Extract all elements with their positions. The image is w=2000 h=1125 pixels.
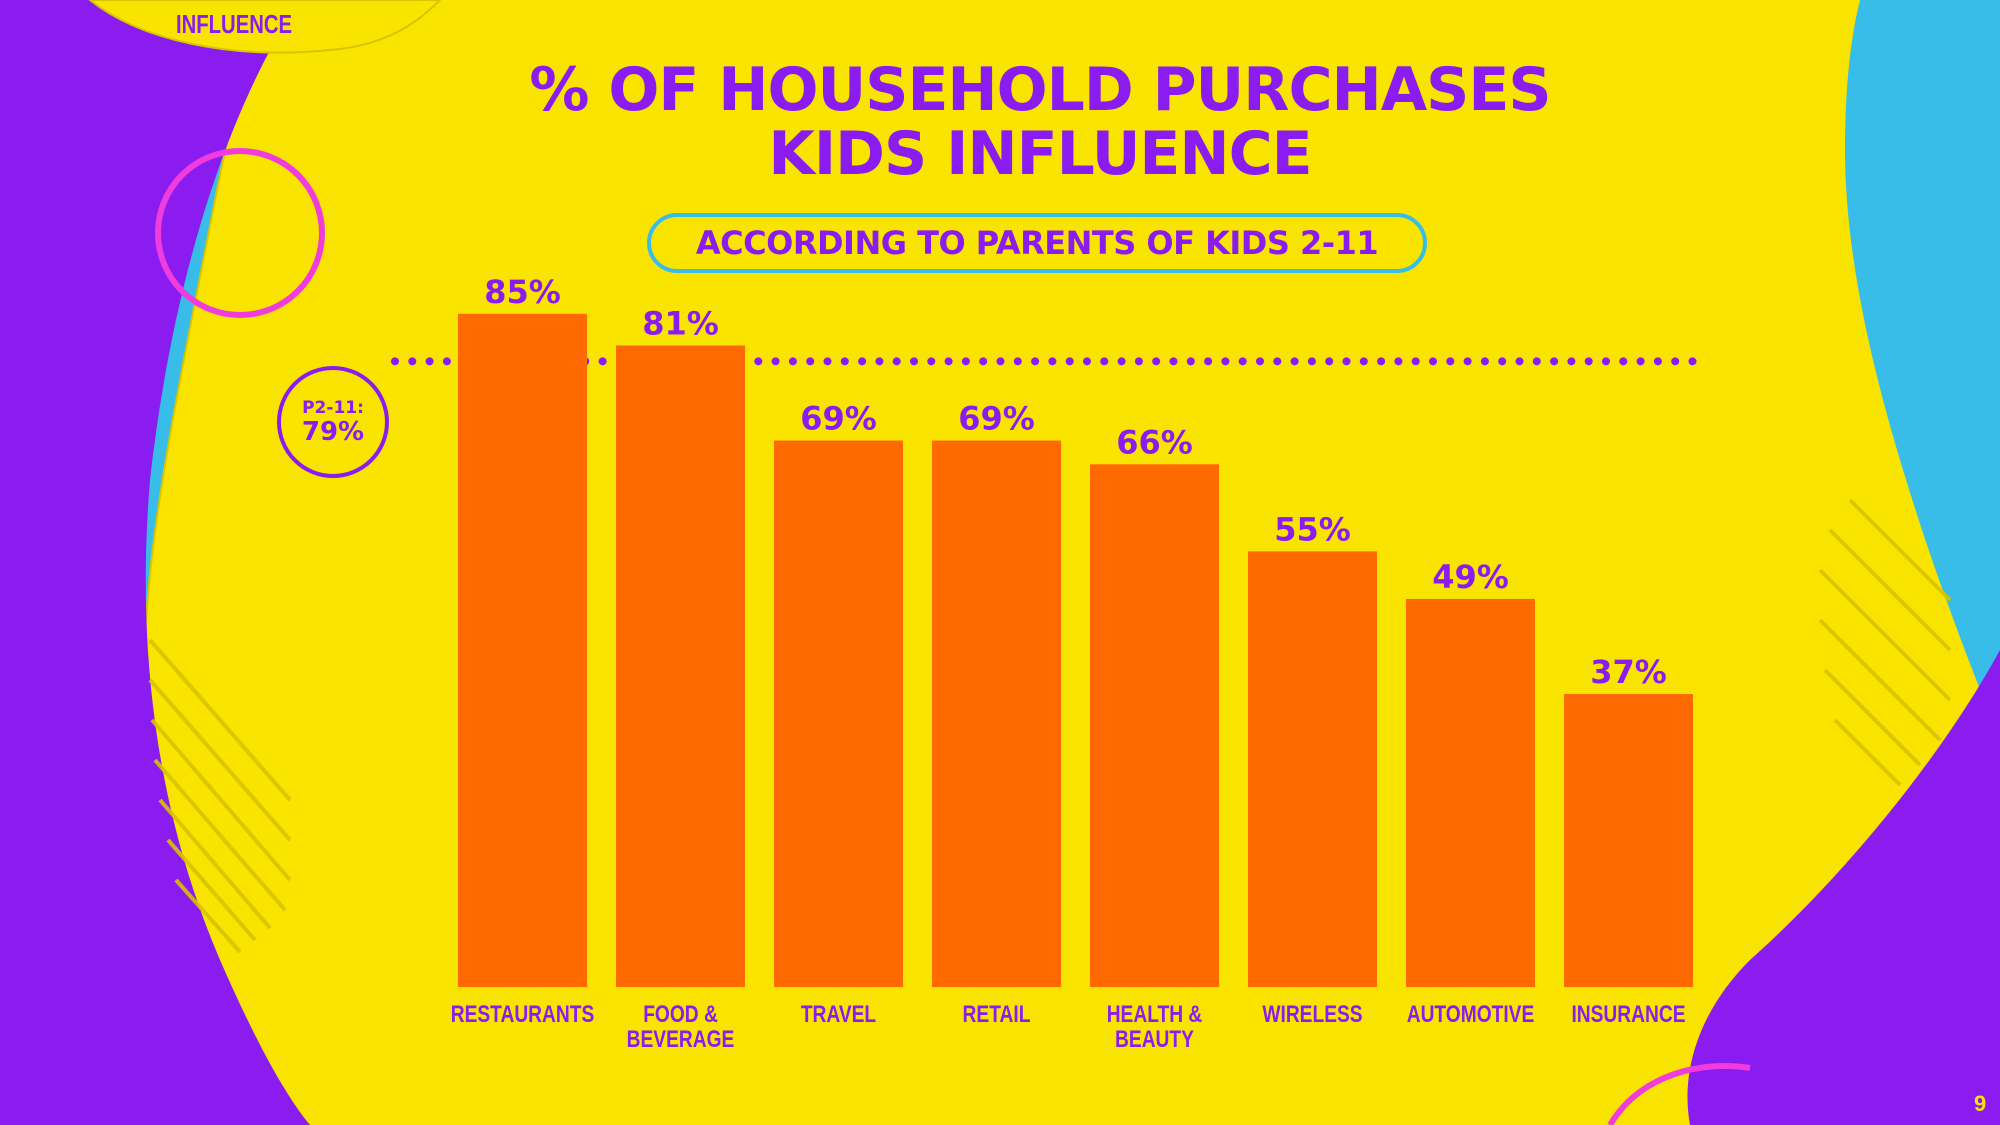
reference-value: 79% (301, 417, 365, 447)
data-label-7: 49% (1432, 558, 1509, 596)
bar-6 (1248, 551, 1377, 987)
data-label-2: 81% (642, 304, 719, 342)
title-line-1: % OF HOUSEHOLD PURCHASES (529, 55, 1551, 125)
bar-1 (458, 313, 587, 987)
category-label-7: AUTOMOTIVE (1407, 1000, 1535, 1028)
data-label-8: 37% (1590, 653, 1667, 691)
bar-7 (1406, 598, 1535, 987)
category-label-8: INSURANCE (1571, 1000, 1685, 1028)
category-label-1: RESTAURANTS (451, 1000, 595, 1028)
data-label-1: 85% (484, 273, 561, 311)
bar-2 (616, 345, 745, 988)
subtitle-pill: ACCORDING TO PARENTS OF KIDS 2-11 (647, 213, 1427, 273)
page-number: 9 (1974, 1091, 1987, 1116)
data-label-4: 69% (958, 400, 1035, 438)
chart-subtitle: ACCORDING TO PARENTS OF KIDS 2-11 (695, 224, 1379, 262)
data-label-5: 66% (1116, 423, 1193, 461)
category-label-4: RETAIL (963, 1000, 1031, 1028)
reference-badge: P2-11: 79% (277, 366, 389, 478)
data-label-3: 69% (800, 400, 877, 438)
data-label-6: 55% (1274, 510, 1351, 548)
chart-title: % OF HOUSEHOLD PURCHASES KIDS INFLUENCE (0, 58, 2000, 186)
bar-4 (932, 440, 1061, 987)
reference-label: P2-11: (302, 398, 364, 418)
bar-3 (774, 440, 903, 987)
category-label-2: FOOD & (643, 1000, 718, 1028)
category-label-6: WIRELESS (1262, 1000, 1362, 1028)
title-line-2: KIDS INFLUENCE (768, 119, 1312, 189)
bar-5 (1090, 464, 1219, 987)
category-label-2: BEVERAGE (627, 1025, 735, 1053)
bar-8 (1564, 693, 1693, 987)
section-label: INFLUENCE (176, 9, 293, 39)
category-label-5: BEAUTY (1115, 1025, 1194, 1053)
category-label-5: HEALTH & (1107, 1000, 1203, 1028)
category-label-3: TRAVEL (801, 1000, 876, 1028)
